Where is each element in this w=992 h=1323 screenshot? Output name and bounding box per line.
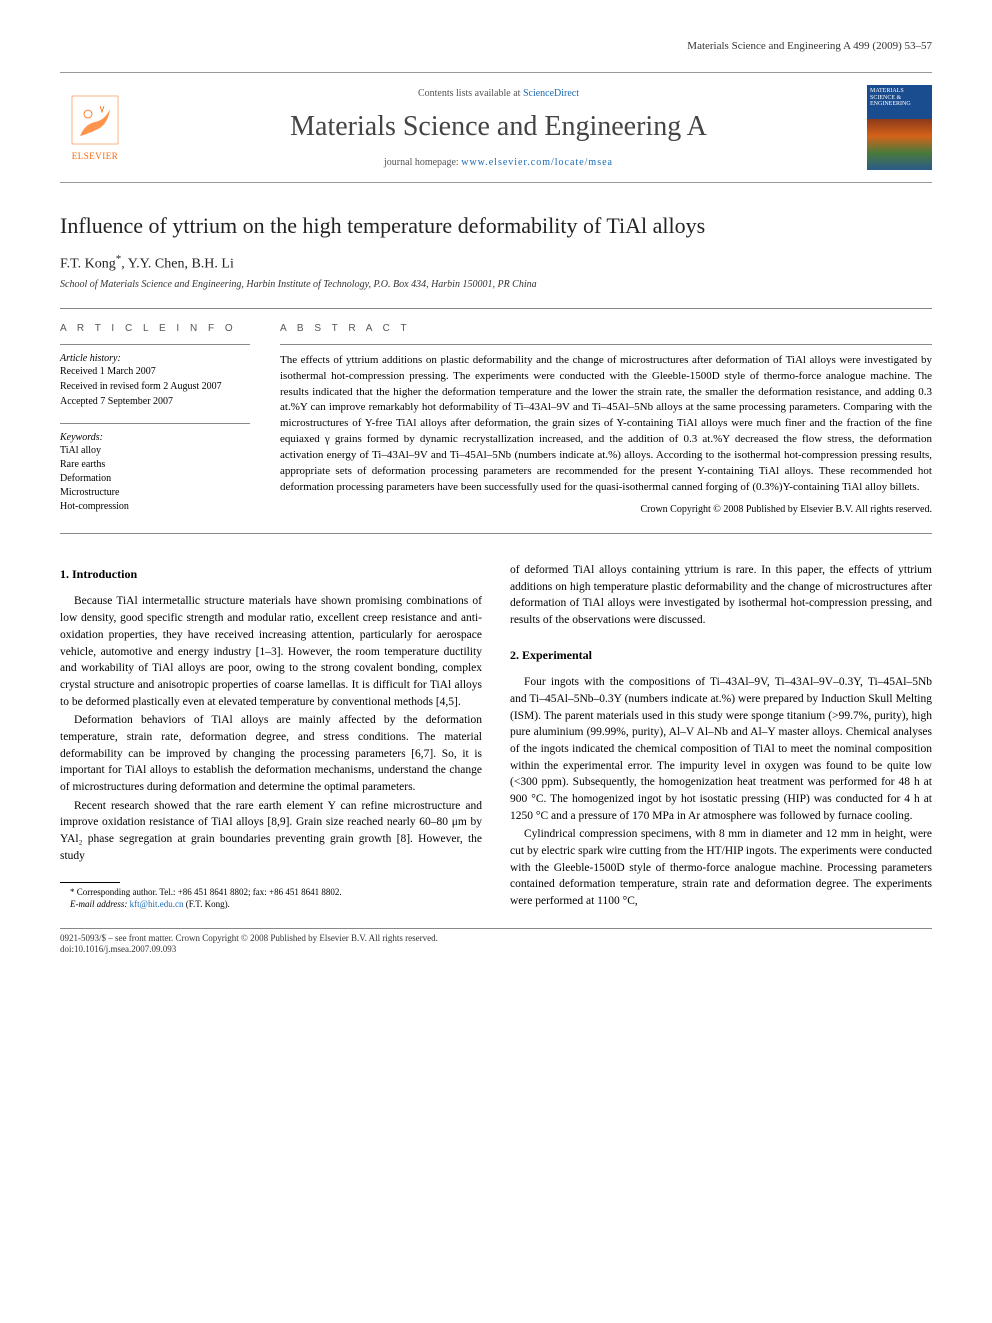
elsevier-wordmark: ELSEVIER [72,151,119,161]
sec2-para-1: Four ingots with the compositions of Ti–… [510,674,932,824]
sec2-para-2: Cylindrical compression specimens, with … [510,826,932,909]
abstract-text: The effects of yttrium additions on plas… [280,353,932,496]
section-1-heading: 1. Introduction [60,566,482,583]
author-list: F.T. Kong*, Y.Y. Chen, B.H. Li [60,253,932,273]
footnote-rule [60,882,120,883]
article-info-block: A R T I C L E I N F O Article history: R… [60,323,250,515]
sec1-para-3-continued: of deformed TiAl alloys containing yttri… [510,562,932,629]
keyword-5: Hot-compression [60,500,250,514]
footer-doi: doi:10.1016/j.msea.2007.09.093 [60,944,932,956]
sec1-para-1: Because TiAl intermetallic structure mat… [60,593,482,710]
email-who: (F.T. Kong). [183,899,229,909]
article-info-heading: A R T I C L E I N F O [60,323,250,334]
history-revised: Received in revised form 2 August 2007 [60,380,250,394]
contents-prefix: Contents lists available at [418,88,523,99]
abstract-heading: A B S T R A C T [280,323,932,334]
footer-copyright: 0921-5093/$ – see front matter. Crown Co… [60,933,932,945]
section-2-heading: 2. Experimental [510,647,932,664]
abstract-copyright: Crown Copyright © 2008 Published by Else… [280,504,932,515]
keyword-3: Deformation [60,472,250,486]
cover-title-text: MATERIALS SCIENCE & ENGINEERING [870,88,929,108]
journal-homepage-line: journal homepage: www.elsevier.com/locat… [145,157,852,168]
contents-available-line: Contents lists available at ScienceDirec… [145,88,852,99]
homepage-prefix: journal homepage: [384,157,461,168]
sciencedirect-link[interactable]: ScienceDirect [523,88,579,99]
page-footer: 0921-5093/$ – see front matter. Crown Co… [60,928,932,956]
body-columns: 1. Introduction Because TiAl intermetall… [60,562,932,911]
sec1-para-2: Deformation behaviors of TiAl alloys are… [60,712,482,795]
journal-cover-thumbnail: MATERIALS SCIENCE & ENGINEERING [867,85,932,170]
authors-rest: , Y.Y. Chen, B.H. Li [121,257,234,272]
abstract-block: A B S T R A C T The effects of yttrium a… [280,323,932,515]
running-header: Materials Science and Engineering A 499 … [60,40,932,52]
affiliation: School of Materials Science and Engineer… [60,279,932,290]
history-label: Article history: [60,353,250,364]
sec1-para-3: Recent research showed that the rare ear… [60,798,482,865]
email-label: E-mail address: [70,899,130,909]
email-link[interactable]: kft@hit.edu.cn [130,899,184,909]
history-received: Received 1 March 2007 [60,365,250,379]
keyword-1: TiAl alloy [60,444,250,458]
keyword-2: Rare earths [60,458,250,472]
journal-homepage-link[interactable]: www.elsevier.com/locate/msea [461,157,613,168]
journal-name: Materials Science and Engineering A [145,111,852,143]
author-1: F.T. Kong [60,257,116,272]
history-accepted: Accepted 7 September 2007 [60,395,250,409]
left-column: 1. Introduction Because TiAl intermetall… [60,562,482,911]
elsevier-logo: ELSEVIER [60,88,130,168]
right-column: of deformed TiAl alloys containing yttri… [510,562,932,911]
article-title: Influence of yttrium on the high tempera… [60,213,932,239]
keyword-4: Microstructure [60,486,250,500]
corresponding-footnote: * Corresponding author. Tel.: +86 451 86… [60,887,482,899]
email-footnote: E-mail address: kft@hit.edu.cn (F.T. Kon… [60,899,482,911]
journal-masthead: ELSEVIER Contents lists available at Sci… [60,72,932,183]
keywords-label: Keywords: [60,432,250,443]
